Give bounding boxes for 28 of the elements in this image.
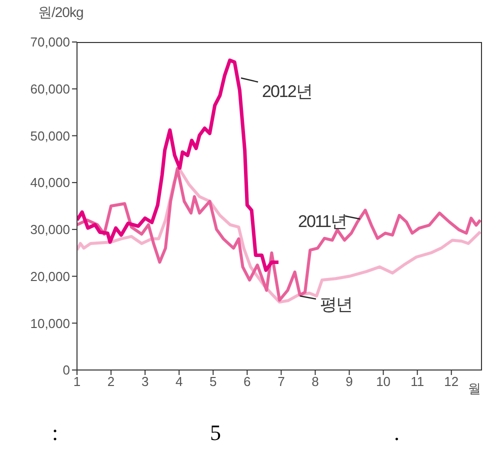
y-tick-label: 50,000 bbox=[30, 128, 70, 144]
x-tick-label: 8 bbox=[312, 374, 319, 390]
x-tick-label: 4 bbox=[175, 374, 183, 390]
y-tick-label: 30,000 bbox=[30, 222, 70, 238]
x-tick-label: 5 bbox=[210, 374, 217, 390]
x-axis-title: 월 bbox=[468, 380, 481, 398]
y-tick-label: 0 bbox=[62, 362, 70, 378]
text: 5 bbox=[210, 420, 221, 446]
x-tick-label: 12 bbox=[444, 374, 459, 390]
series-label: 2012년 bbox=[262, 81, 312, 103]
x-tick-label: 3 bbox=[141, 374, 149, 390]
series-label: 2011년 bbox=[298, 211, 347, 233]
y-tick-label: 40,000 bbox=[30, 175, 70, 190]
y-tick-label: 70,000 bbox=[30, 34, 70, 50]
x-tick-label: 11 bbox=[410, 374, 424, 390]
x-tick-label: 10 bbox=[376, 374, 391, 390]
y-tick-label: 20,000 bbox=[30, 268, 70, 284]
x-tick-label: 6 bbox=[244, 374, 251, 390]
series-label: 평년 bbox=[320, 294, 352, 316]
text: : bbox=[52, 420, 58, 446]
x-tick-label: 1 bbox=[73, 374, 81, 390]
x-tick-label: 2 bbox=[107, 374, 115, 390]
y-axis-title: 원/20kg bbox=[38, 4, 84, 22]
x-tick-label: 9 bbox=[346, 374, 353, 390]
y-tick-label: 60,000 bbox=[30, 81, 70, 96]
y-tick-label: 10,000 bbox=[30, 316, 70, 331]
x-tick-label: 7 bbox=[278, 374, 285, 390]
text: . bbox=[394, 420, 400, 446]
